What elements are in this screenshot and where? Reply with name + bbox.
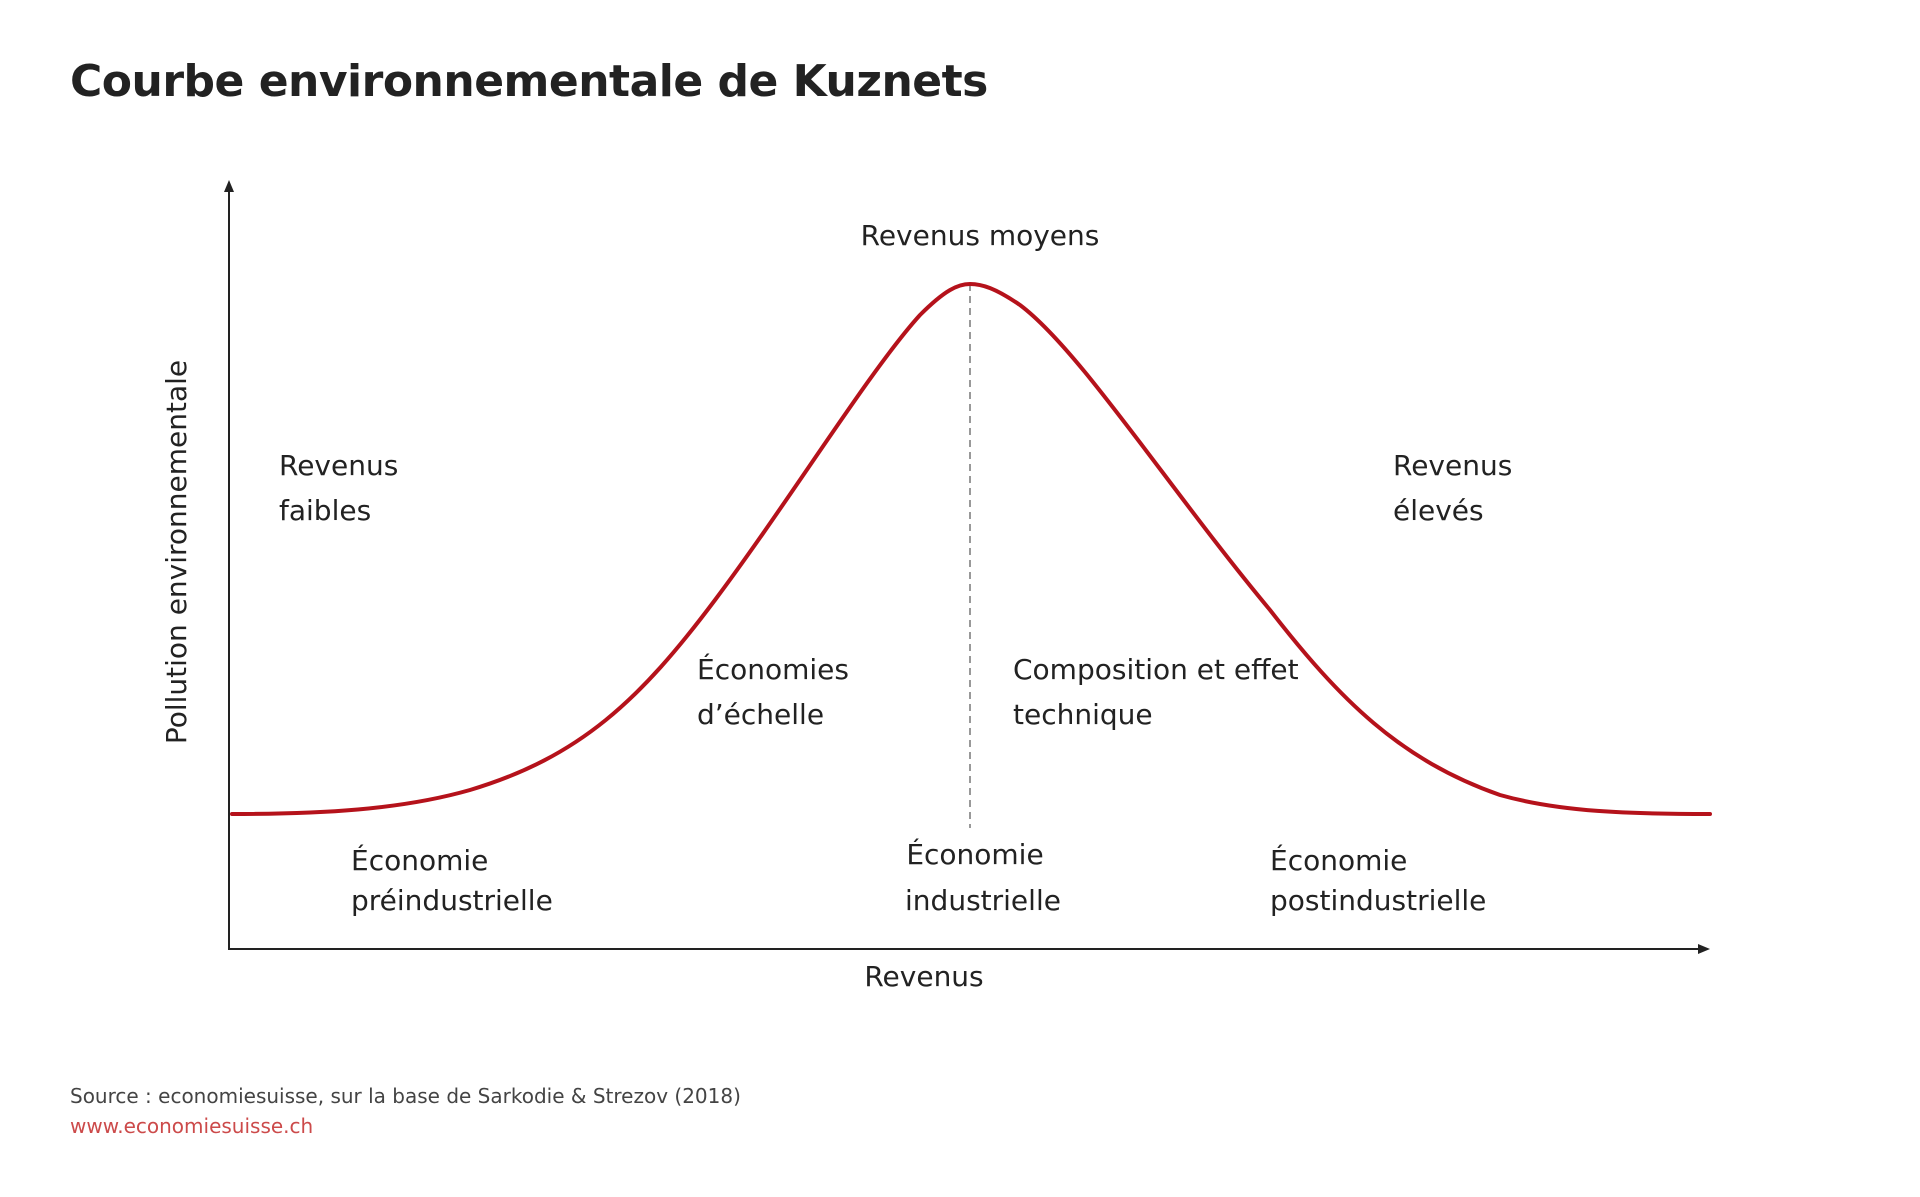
label-low-income-line1: Revenus xyxy=(279,449,398,482)
y-axis-label: Pollution environnementale xyxy=(160,360,193,744)
label-low-income-line2: faibles xyxy=(279,494,371,527)
x-axis-arrowhead xyxy=(1698,944,1710,954)
y-axis-arrowhead xyxy=(224,180,234,192)
label-high-income-line2: élevés xyxy=(1393,494,1484,527)
label-scale-effect-line2: d’échelle xyxy=(697,698,824,731)
label-industrial-line2: industrielle xyxy=(905,884,1061,917)
label-preindustrial-line2: préindustrielle xyxy=(351,884,553,917)
kuznets-curve xyxy=(230,281,1712,816)
page-title: Courbe environnementale de Kuznets xyxy=(70,56,988,107)
label-high-income-line1: Revenus xyxy=(1393,449,1512,482)
label-composition-effect-line2: technique xyxy=(1013,698,1153,731)
label-postindustrial-line2: postindustrielle xyxy=(1270,884,1486,917)
label-postindustrial-line1: Économie xyxy=(1270,843,1407,877)
label-preindustrial-line1: Économie xyxy=(351,843,488,877)
label-composition-effect-line1: Composition et effet xyxy=(1013,653,1299,686)
label-scale-effect-line1: Économies xyxy=(697,652,849,686)
label-industrial-line1: Économie xyxy=(906,837,1043,871)
x-axis-label: Revenus xyxy=(864,960,983,993)
label-middle-income: Revenus moyens xyxy=(861,219,1100,252)
website-link[interactable]: www.economiesuisse.ch xyxy=(70,1114,314,1138)
source-note: Source : economiesuisse, sur la base de … xyxy=(70,1084,741,1108)
